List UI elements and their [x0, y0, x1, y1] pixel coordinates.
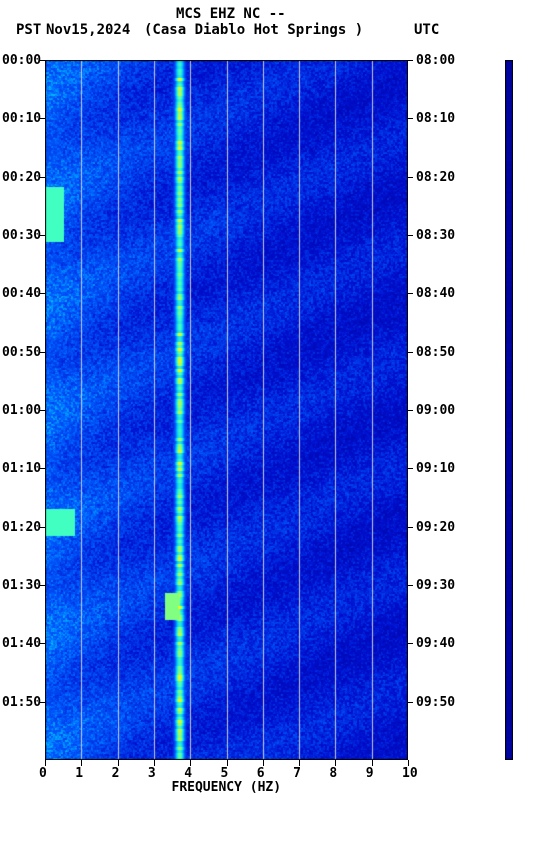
y-tick-left-label: 01:50 — [2, 695, 41, 710]
y-tick-right-label: 08:10 — [416, 111, 455, 126]
x-tick-label: 2 — [112, 766, 120, 781]
y-tick-right-label: 09:50 — [416, 695, 455, 710]
x-tick-label: 5 — [221, 766, 229, 781]
date: Nov15,2024 — [46, 22, 130, 38]
y-tick-right-label: 08:20 — [416, 170, 455, 185]
location: (Casa Diablo Hot Springs ) — [144, 22, 363, 38]
y-tick-right-label: 08:40 — [416, 286, 455, 301]
y-tick-right-label: 08:50 — [416, 345, 455, 360]
spectrogram-plot — [45, 60, 408, 760]
x-tick-label: 0 — [39, 766, 47, 781]
y-tick-right — [408, 585, 413, 586]
y-tick-right — [408, 702, 413, 703]
right-tz: UTC — [414, 22, 439, 38]
y-tick-right — [408, 352, 413, 353]
y-tick-right — [408, 468, 413, 469]
y-tick-right-label: 09:00 — [416, 403, 455, 418]
x-tick-label: 3 — [148, 766, 156, 781]
y-tick-right-label: 08:30 — [416, 228, 455, 243]
y-tick-right — [408, 527, 413, 528]
y-tick-left-label: 00:40 — [2, 286, 41, 301]
y-tick-right — [408, 410, 413, 411]
x-tick-label: 4 — [184, 766, 192, 781]
y-tick-right-label: 09:30 — [416, 578, 455, 593]
y-tick-left-label: 01:30 — [2, 578, 41, 593]
y-tick-left-label: 01:40 — [2, 636, 41, 651]
x-tick-label: 10 — [402, 766, 418, 781]
y-tick-left-label: 01:10 — [2, 461, 41, 476]
y-tick-left-label: 00:00 — [2, 53, 41, 68]
y-tick-right — [408, 643, 413, 644]
y-tick-right — [408, 60, 413, 61]
y-tick-right-label: 09:40 — [416, 636, 455, 651]
intensity-scale-bar — [505, 60, 513, 760]
y-tick-right — [408, 118, 413, 119]
x-axis-title: FREQUENCY (HZ) — [172, 780, 282, 795]
y-tick-left-label: 00:20 — [2, 170, 41, 185]
y-tick-left-label: 01:20 — [2, 520, 41, 535]
y-tick-left-label: 00:30 — [2, 228, 41, 243]
y-tick-right — [408, 177, 413, 178]
x-tick-label: 9 — [366, 766, 374, 781]
y-tick-right-label: 08:00 — [416, 53, 455, 68]
y-tick-left-label: 00:10 — [2, 111, 41, 126]
left-tz: PST — [16, 22, 41, 38]
title-line: MCS EHZ NC -- — [176, 6, 286, 22]
y-tick-right — [408, 293, 413, 294]
x-tick-label: 7 — [293, 766, 301, 781]
y-tick-right-label: 09:20 — [416, 520, 455, 535]
y-tick-right-label: 09:10 — [416, 461, 455, 476]
y-tick-right — [408, 235, 413, 236]
x-tick-label: 1 — [75, 766, 83, 781]
y-tick-left-label: 01:00 — [2, 403, 41, 418]
y-tick-left-label: 00:50 — [2, 345, 41, 360]
x-tick-label: 8 — [329, 766, 337, 781]
x-tick-label: 6 — [257, 766, 265, 781]
